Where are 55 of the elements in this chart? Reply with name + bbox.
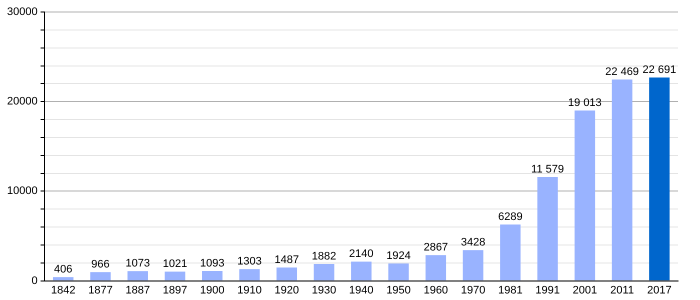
x-tick-label: 1900 bbox=[200, 284, 224, 296]
x-tick-label: 1842 bbox=[50, 284, 76, 296]
bar bbox=[90, 272, 111, 280]
bar bbox=[276, 267, 298, 280]
x-tick-label: 1877 bbox=[88, 284, 113, 296]
data-label: 1303 bbox=[237, 256, 262, 268]
bar bbox=[239, 269, 260, 280]
bar bbox=[164, 272, 186, 280]
data-label: 2867 bbox=[424, 242, 448, 254]
data-label: 3428 bbox=[460, 236, 486, 249]
bar bbox=[202, 271, 223, 280]
data-label: 22 691 bbox=[642, 64, 676, 76]
data-label: 22 469 bbox=[605, 66, 639, 78]
x-tick-label: 2001 bbox=[572, 284, 598, 296]
bar bbox=[649, 77, 670, 280]
data-label: 1073 bbox=[125, 258, 150, 270]
x-tick-label: 1920 bbox=[274, 284, 300, 296]
data-label: 966 bbox=[91, 258, 110, 271]
bar bbox=[426, 255, 446, 280]
data-label: 1093 bbox=[200, 258, 224, 270]
data-label: 19 013 bbox=[568, 96, 602, 109]
data-label: 2140 bbox=[349, 248, 374, 260]
x-tick-label: 1981 bbox=[498, 284, 523, 296]
x-tick-label: 1897 bbox=[162, 284, 188, 296]
y-tick-label: 0 bbox=[31, 274, 38, 287]
bar bbox=[127, 271, 148, 280]
x-tick-label: 1930 bbox=[312, 284, 336, 296]
x-tick-label: 1960 bbox=[424, 284, 448, 296]
bar bbox=[351, 262, 372, 280]
data-label: 406 bbox=[54, 264, 72, 276]
bar bbox=[537, 177, 558, 280]
x-tick-label: 2011 bbox=[610, 284, 634, 296]
bar bbox=[52, 277, 74, 280]
x-tick-label: 1991 bbox=[535, 284, 560, 296]
data-label: 1882 bbox=[312, 250, 336, 262]
bar bbox=[314, 264, 334, 280]
y-tick-label: 10000 bbox=[6, 185, 38, 198]
x-tick-label: 1970 bbox=[460, 284, 486, 296]
bar bbox=[612, 79, 632, 280]
x-tick-label: 1950 bbox=[386, 284, 411, 296]
data-label: 1924 bbox=[386, 250, 411, 262]
x-tick-label: 1940 bbox=[349, 284, 374, 296]
x-tick-label: 1887 bbox=[125, 284, 150, 296]
bar bbox=[388, 264, 409, 280]
data-label: 6289 bbox=[498, 210, 523, 223]
data-label: 11 579 bbox=[531, 164, 564, 176]
y-tick-label: 20000 bbox=[6, 96, 38, 108]
x-tick-label: 2017 bbox=[647, 284, 672, 296]
data-label: 1487 bbox=[274, 254, 300, 266]
x-tick-label: 1910 bbox=[237, 284, 262, 296]
data-label: 1021 bbox=[162, 258, 188, 270]
bar bbox=[574, 110, 596, 280]
bar bbox=[462, 250, 484, 280]
bar bbox=[500, 224, 521, 280]
y-tick-label: 30000 bbox=[6, 6, 38, 18]
